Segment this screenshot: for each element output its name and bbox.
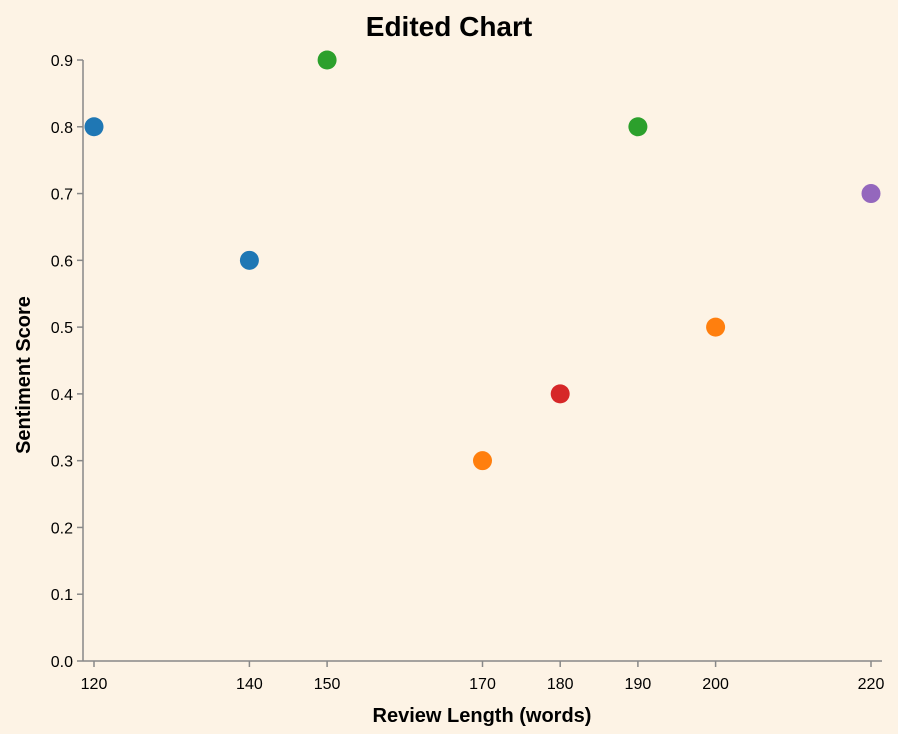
x-tick-label: 120 (81, 676, 108, 693)
chart-title: Edited Chart (366, 11, 532, 42)
data-point[interactable] (473, 451, 492, 471)
points-layer (84, 50, 881, 471)
y-tick-label: 0.0 (51, 654, 73, 671)
data-point[interactable] (861, 184, 881, 204)
data-point[interactable] (317, 50, 337, 70)
data-point[interactable] (628, 117, 648, 137)
y-tick-label: 0.4 (51, 387, 73, 404)
y-tick-label: 0.3 (51, 454, 73, 471)
x-tick-label: 200 (702, 676, 729, 693)
y-axis-label: Sentiment Score (13, 296, 35, 454)
data-point[interactable] (550, 384, 570, 404)
y-tick-label: 0.1 (51, 587, 73, 604)
x-tick-label: 180 (547, 676, 574, 693)
x-tick-label: 140 (236, 676, 263, 693)
data-point[interactable] (706, 317, 726, 337)
y-tick-label: 0.8 (51, 120, 73, 137)
y-tick-label: 0.2 (51, 520, 73, 537)
x-tick-label: 220 (858, 676, 885, 693)
y-tick-label: 0.5 (51, 320, 73, 337)
x-axis: 120 140 150 170 180 190 200 220 (81, 660, 885, 693)
y-tick-label: 0.6 (51, 253, 73, 270)
data-point[interactable] (84, 117, 104, 137)
data-point[interactable] (239, 250, 259, 270)
y-axis: 0.0 0.1 0.2 0.3 0.4 0.5 0.6 0.7 0.8 0.9 (51, 53, 84, 671)
x-tick-label: 150 (314, 676, 341, 693)
x-tick-label: 190 (625, 676, 652, 693)
y-tick-label: 0.7 (51, 187, 73, 204)
y-tick-label: 0.9 (51, 53, 73, 70)
x-tick-label: 170 (469, 676, 496, 693)
x-axis-label: Review Length (words) (373, 705, 592, 727)
